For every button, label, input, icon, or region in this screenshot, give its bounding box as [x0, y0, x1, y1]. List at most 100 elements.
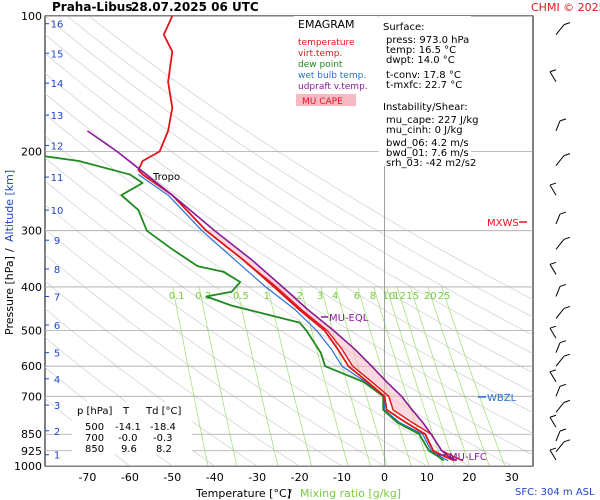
wind-barb-flag: [549, 325, 557, 329]
temperature-tick-label: 20: [462, 471, 476, 484]
mixing-ratio-label: 2: [297, 291, 303, 302]
table-cell: -0.3: [153, 433, 173, 444]
datetime-title: 28.07.2025 06 UTC: [131, 0, 259, 14]
legend-temperature: temperature: [298, 38, 355, 48]
wind-barb-staff: [549, 416, 557, 428]
mixing-ratio-label: 10: [383, 291, 396, 302]
wind-barb-flag: [549, 447, 557, 451]
instability-mucinh: mu_cinh: 0 J/kg: [386, 125, 463, 136]
temperature-tick-label: -50: [163, 471, 181, 484]
station-title: Praha-Libus: [52, 0, 132, 14]
surface-box: Surface: press: 973.0 hPa temp: 16.5 °C …: [379, 16, 478, 169]
pressure-tick-label: 700: [21, 390, 42, 403]
wind-barb-staff: [555, 342, 561, 353]
wind-barb-flag: [563, 236, 571, 240]
pressure-tick-label: 300: [21, 225, 42, 238]
instability-bwd01: bwd_01: 7.6 m/s: [386, 148, 469, 159]
wind-barb-staff: [549, 371, 557, 383]
altitude-tick-label: 12: [51, 142, 64, 153]
y-axis-separator: /: [3, 248, 16, 252]
wind-barb-staff: [555, 308, 565, 319]
table-cell: -18.4: [150, 422, 176, 433]
dry-adiabat-line: [88, 16, 533, 300]
wind-barb-staff: [555, 24, 565, 35]
wind-barbs: [549, 22, 571, 461]
altitude-tick-label: 16: [51, 20, 64, 31]
wind-barb-staff: [555, 213, 561, 225]
wind-barb-flag: [559, 428, 567, 432]
temperature-tick-label: -10: [333, 471, 351, 484]
wbzl-label: WBZL: [487, 393, 517, 404]
legend-title: EMAGRAM: [298, 18, 355, 31]
wind-barb-flag: [559, 211, 567, 215]
wind-barb-flag: [549, 369, 557, 373]
wind-barb-staff: [555, 386, 561, 397]
altitude-tick-label: 7: [54, 292, 60, 303]
wind-barb-staff: [549, 449, 557, 461]
wind-barb-flag: [549, 261, 557, 265]
table-cell: -14.1: [115, 422, 141, 433]
table-header-td: Td [°C]: [145, 406, 182, 417]
altitude-tick-label: 2: [54, 427, 60, 438]
pressure-tick-label: 200: [21, 145, 42, 158]
instability-bwd06: bwd_06: 4.2 m/s: [386, 138, 469, 149]
dry-adiabat-line: [45, 72, 533, 393]
series-line-udpraft-v-temp: [86, 130, 457, 462]
dry-adiabat-line: [45, 16, 533, 336]
wind-barb-flag: [563, 439, 571, 443]
dry-adiabat-line: [66, 16, 533, 318]
series-line-temperature: [137, 16, 455, 462]
surface-title: Surface:: [383, 22, 424, 33]
mixing-ratio-label: 4: [332, 291, 338, 302]
temperature-tick-label: -20: [291, 471, 309, 484]
wind-barb-flag: [563, 353, 571, 357]
mixing-ratio-label: 12: [393, 291, 406, 302]
pressure-tick-label: 1000: [14, 460, 42, 473]
wind-barb-flag: [559, 383, 567, 387]
credit-label: CHMI © 2025: [531, 1, 600, 14]
wind-barb-staff: [555, 355, 565, 367]
x-axis-label: Temperature [°C] / Mixing ratio [g/kg]: [195, 487, 401, 500]
y-axis-pressure-label: Pressure [hPa]: [3, 256, 16, 335]
tropo-label: Tropo: [152, 172, 180, 183]
series-line-wet-bulb-temp: [138, 174, 449, 462]
legend-mucape: MU CAPE: [302, 97, 343, 107]
mixing-ratio-label: 1: [264, 291, 270, 302]
pressure-tick-label: 100: [21, 10, 42, 23]
levels-table: p [hPa] T Td [°C] 500 -14.1 -18.4 700 -0…: [72, 402, 192, 455]
dry-adiabat-line: [45, 113, 533, 434]
wind-barb-flag: [563, 305, 571, 309]
altitude-tick-label: 13: [51, 111, 64, 122]
altitude-tick-label: 15: [51, 49, 64, 60]
wind-barb-staff: [549, 71, 557, 83]
table-cell: 500: [85, 422, 104, 433]
legend-updraft: udpraft v.temp.: [298, 82, 368, 92]
wind-barb-staff: [555, 239, 565, 250]
x-axis-temp-label: Temperature [°C]: [195, 487, 291, 500]
mixing-ratio-label: 0.1: [169, 291, 185, 302]
table-cell: 700: [85, 433, 104, 444]
altitude-tick-label: 6: [54, 321, 60, 332]
mxws-label: MXWS: [487, 218, 519, 229]
temperature-tick-label: -30: [248, 471, 266, 484]
mu-lfc-label: MU-LFC: [449, 452, 487, 463]
table-cell: -0.0: [118, 433, 138, 444]
surface-press: press: 973.0 hPa: [386, 35, 469, 46]
altitude-tick-label: 8: [54, 265, 60, 276]
table-cell: 8.2: [156, 444, 172, 455]
instability-title: Instability/Shear:: [383, 102, 468, 113]
legend-virt-temp: virt.temp.: [298, 49, 342, 59]
wind-barb-flag: [563, 399, 571, 403]
mixing-ratio-label: 20: [424, 291, 437, 302]
instability-srh03: srh_03: -42 m2/s2: [386, 158, 476, 169]
wind-barb-flag: [549, 414, 557, 418]
wind-barb-staff: [549, 327, 557, 339]
surface-temp: temp: 16.5 °C: [386, 45, 456, 56]
dry-adiabat-line: [45, 53, 533, 374]
mixing-ratio-label: 0.5: [233, 291, 249, 302]
mixing-ratio-label: 6: [354, 291, 360, 302]
wind-barb-flag: [549, 182, 557, 186]
temperature-tick-label: -60: [121, 471, 139, 484]
